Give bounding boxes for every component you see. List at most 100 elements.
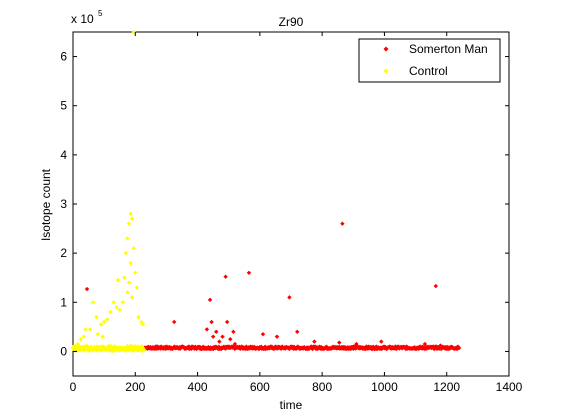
control-point [125, 236, 130, 241]
x-tick-label: 200 [125, 380, 145, 394]
x-tick-label: 0 [70, 380, 77, 394]
legend-box [358, 38, 501, 83]
x-tick-label: 800 [312, 380, 332, 394]
somerton-man-point [295, 329, 300, 334]
somerton-man-point [216, 344, 222, 350]
somerton-man-point [214, 329, 219, 334]
y-tick-label: 1 [60, 295, 67, 309]
somerton-man-point [337, 340, 342, 345]
somerton-man-point [438, 343, 443, 348]
control-point [100, 334, 105, 339]
control-point [78, 336, 83, 342]
control-point [131, 246, 136, 251]
somerton-man-point [223, 274, 228, 279]
control-point [126, 280, 132, 285]
somerton-man-point [228, 336, 233, 342]
control-point [128, 211, 133, 217]
x-tick-label: 1000 [371, 380, 398, 394]
somerton-man-point [287, 295, 292, 300]
plot-area [72, 31, 510, 377]
control-point [136, 314, 141, 320]
somerton-man-point [354, 341, 359, 347]
somerton-man-point [204, 327, 210, 332]
legend-label-control: Control [409, 64, 448, 78]
control-point [126, 221, 132, 226]
y-axis-label: Isotope count [39, 168, 53, 241]
somerton-man-point [209, 319, 214, 325]
somerton-man-point [274, 334, 280, 339]
control-point [83, 327, 88, 332]
somerton-man-point [224, 319, 230, 325]
control-point [120, 300, 126, 305]
control-point [114, 305, 119, 310]
y-tick-label: 3 [60, 197, 67, 211]
control-point [122, 275, 127, 280]
control-point [94, 314, 99, 320]
control-point [123, 250, 129, 256]
y-exponent-power: 5 [98, 9, 103, 18]
control-point [129, 295, 135, 300]
x-tick-label: 1200 [433, 380, 460, 394]
somerton-man-point [379, 339, 384, 344]
somerton-man-point [312, 339, 317, 344]
somerton-man-point [145, 346, 150, 351]
control-point [94, 348, 99, 353]
control-point [115, 277, 121, 283]
control-point [133, 270, 138, 275]
points-layer [70, 29, 462, 354]
control-point [81, 334, 87, 339]
legend-label-somerton-man: Somerton Man [409, 42, 488, 56]
x-tick-label: 400 [188, 380, 208, 394]
control-point [91, 300, 96, 305]
somerton-man-point [172, 319, 177, 325]
y-tick-label: 4 [60, 148, 67, 162]
x-tick-label: 1400 [496, 380, 523, 394]
x-axis-label: time [280, 398, 303, 412]
control-point [95, 332, 101, 337]
somerton-man-point [210, 334, 216, 339]
x-tick-label: 600 [250, 380, 270, 394]
control-point [117, 307, 122, 312]
y-tick-label: 6 [60, 50, 67, 64]
control-point [108, 309, 113, 315]
control-point [142, 348, 147, 353]
control-point [128, 260, 133, 266]
axes-layer: 0 200 400 600 800 1000 1200 1400 0 1 2 3 4 5 6 [60, 32, 523, 394]
somerton-man-point [246, 270, 252, 275]
control-point [75, 341, 80, 347]
y-tick-label: 5 [60, 99, 67, 113]
control-point [105, 317, 110, 322]
legend: Somerton Man Control [358, 38, 501, 83]
y-exponent-label: x 10 [71, 12, 94, 26]
control-point [129, 216, 135, 221]
somerton-man-point [433, 283, 439, 289]
control-point [111, 300, 116, 305]
control-point [134, 285, 140, 290]
somerton-man-point [223, 346, 228, 351]
legend-marker-somerton-man [383, 46, 389, 52]
control-point [79, 346, 84, 352]
chart-title: Zr90 [279, 15, 304, 29]
somerton-man-point [456, 345, 462, 351]
somerton-man-point [207, 297, 213, 303]
control-point [125, 290, 130, 295]
somerton-man-point [220, 334, 225, 339]
y-tick-label: 2 [60, 246, 67, 260]
control-point [98, 322, 104, 327]
somerton-man-point [340, 221, 345, 226]
control-point [139, 343, 144, 349]
somerton-man-point [217, 339, 222, 344]
control-point [140, 322, 146, 327]
somerton-man-point [260, 332, 266, 337]
legend-marker-control [383, 68, 389, 74]
control-point [101, 319, 107, 325]
y-tick-label: 0 [60, 344, 67, 358]
somerton-man-point [84, 286, 90, 292]
somerton-man-point [231, 329, 236, 334]
control-point [87, 327, 93, 332]
somerton-man-point [232, 341, 238, 347]
somerton-man-point [422, 341, 428, 347]
control-point [125, 344, 130, 349]
